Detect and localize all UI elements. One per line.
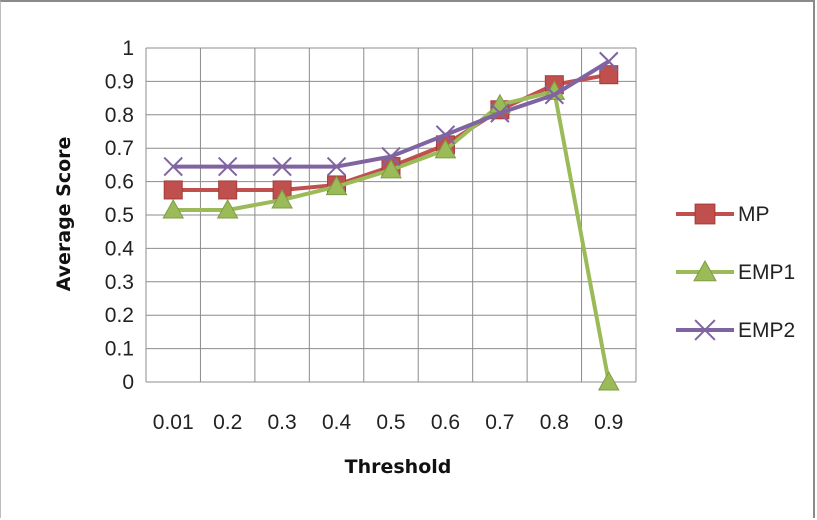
- y-tick-label: 0.8: [105, 104, 134, 127]
- series-emp1: [162, 80, 620, 391]
- x-tick-label: 0.7: [485, 411, 514, 434]
- y-tick-label: 0.6: [105, 171, 134, 194]
- y-axis-title: Average Score: [53, 137, 75, 292]
- series-emp2: [163, 51, 619, 177]
- triangle-marker: [380, 158, 402, 179]
- y-tick-label: 0.7: [105, 137, 134, 160]
- y-tick-label: 0.3: [105, 271, 134, 294]
- triangle-marker: [597, 370, 620, 391]
- x-marker-stroke: [163, 156, 183, 177]
- triangle-marker: [162, 198, 185, 219]
- legend-label: MP: [738, 203, 770, 226]
- legend-label: EMP2: [738, 319, 795, 342]
- x-marker-stroke: [544, 85, 565, 105]
- x-axis-title: Threshold: [345, 456, 452, 478]
- x-tick-label: 0.9: [594, 411, 623, 434]
- x-tick-labels: 0.01 0.2 0.3 0.4 0.5 0.6 0.7 0.8 0.9: [153, 411, 624, 434]
- x-marker-stroke: [272, 156, 292, 177]
- x-marker-stroke: [326, 156, 347, 177]
- legend-label: EMP1: [738, 261, 795, 284]
- y-tick-label: 0.5: [105, 204, 134, 227]
- y-tick-label: 0.4: [105, 237, 135, 260]
- x-marker-stroke: [694, 319, 716, 341]
- x-tick-label: 0.2: [213, 411, 242, 434]
- x-tick-label: 0.5: [376, 411, 405, 434]
- x-tick-label: 0.6: [431, 411, 460, 434]
- x-marker-stroke: [490, 103, 510, 123]
- x-marker-stroke: [217, 156, 238, 177]
- y-tick-label: 0: [122, 371, 134, 394]
- square-marker: [599, 65, 619, 85]
- triangle-marker: [693, 259, 717, 282]
- x-marker-stroke: [381, 146, 401, 167]
- triangle-marker: [271, 188, 293, 209]
- series-line: [173, 59, 610, 169]
- square-marker: [218, 180, 238, 200]
- x-tick-label: 0.01: [153, 411, 194, 434]
- x-marker-stroke: [599, 51, 619, 72]
- triangle-marker: [325, 175, 348, 196]
- y-tick-label: 0.2: [105, 304, 134, 327]
- triangle-marker: [216, 198, 239, 219]
- square-marker: [694, 203, 716, 225]
- y-tick-label: 1: [122, 37, 134, 60]
- legend-item-emp1: EMP1: [676, 259, 795, 284]
- y-tick-label: 0.9: [105, 70, 134, 93]
- series-mp: [163, 65, 619, 200]
- legend: MP EMP1 EMP2: [676, 203, 795, 342]
- triangle-marker: [434, 138, 457, 159]
- square-marker: [163, 180, 183, 200]
- legend-item-emp2: EMP2: [676, 319, 795, 342]
- y-tick-label: 0.1: [105, 338, 134, 361]
- series-line: [173, 89, 611, 383]
- series-group: [162, 51, 620, 391]
- y-tick-labels: 0 0.1 0.2 0.3 0.4 0.5 0.6 0.7 0.8 0.9 1: [105, 37, 135, 394]
- x-tick-label: 0.3: [268, 411, 297, 434]
- x-tick-label: 0.4: [322, 411, 352, 434]
- legend-item-mp: MP: [676, 203, 770, 226]
- x-marker-stroke: [435, 125, 456, 145]
- x-tick-label: 0.8: [540, 411, 569, 434]
